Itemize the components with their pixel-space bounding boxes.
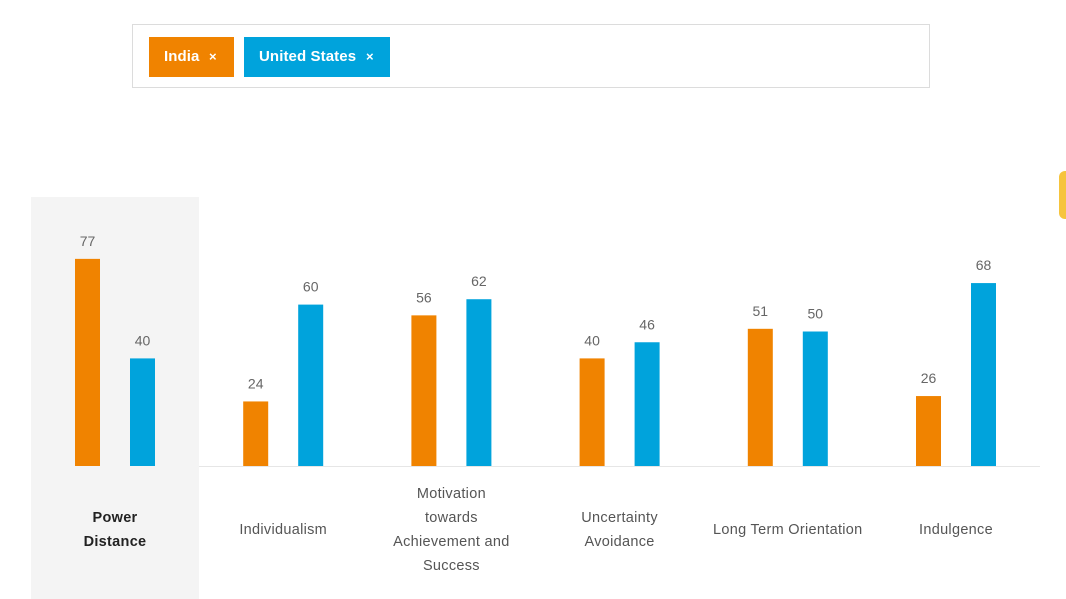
data-label: 50 [808,306,824,322]
data-label: 40 [135,332,151,348]
remove-icon[interactable]: × [366,49,374,64]
bar-united-states[interactable] [466,299,492,466]
country-selector[interactable]: India × United States × [132,24,930,88]
side-tab-handle[interactable] [1059,171,1066,219]
category-label[interactable]: Long Term Orientation [713,522,863,538]
category-label[interactable]: Power Distance [83,510,147,550]
active-category-highlight [31,197,199,599]
country-chip-united-states[interactable]: United States × [244,37,390,77]
bar-united-states[interactable] [130,358,155,466]
bar-india[interactable] [411,315,437,466]
category-label[interactable]: Uncertainty Avoidance [581,510,658,550]
category-label[interactable]: Individualism [239,522,328,538]
data-label: 51 [753,303,769,319]
bar-india[interactable] [579,358,605,466]
data-label: 24 [248,375,264,391]
country-chip-label: United States [259,48,357,65]
data-label: 26 [921,370,937,386]
bar-united-states[interactable] [298,304,324,466]
data-label: 56 [416,289,432,305]
data-label: 40 [584,332,600,348]
country-chip-label: India [164,48,200,65]
data-label: 46 [639,316,655,332]
category-label[interactable]: Indulgence [919,522,993,538]
remove-icon[interactable]: × [209,49,217,64]
bar-india[interactable] [75,258,100,466]
bar-india[interactable] [916,396,941,466]
bar-india[interactable] [243,401,269,466]
bar-united-states[interactable] [802,331,828,467]
data-label: 62 [471,273,487,289]
bar-india[interactable] [747,328,773,466]
country-chip-india[interactable]: India × [149,37,234,77]
category-label[interactable]: Motivation towards Achievement and Success [393,486,510,574]
data-label: 77 [80,233,96,249]
data-label: 68 [976,257,992,273]
bar-united-states[interactable] [634,342,660,466]
data-label: 60 [303,279,319,295]
bar-united-states[interactable] [971,283,996,466]
